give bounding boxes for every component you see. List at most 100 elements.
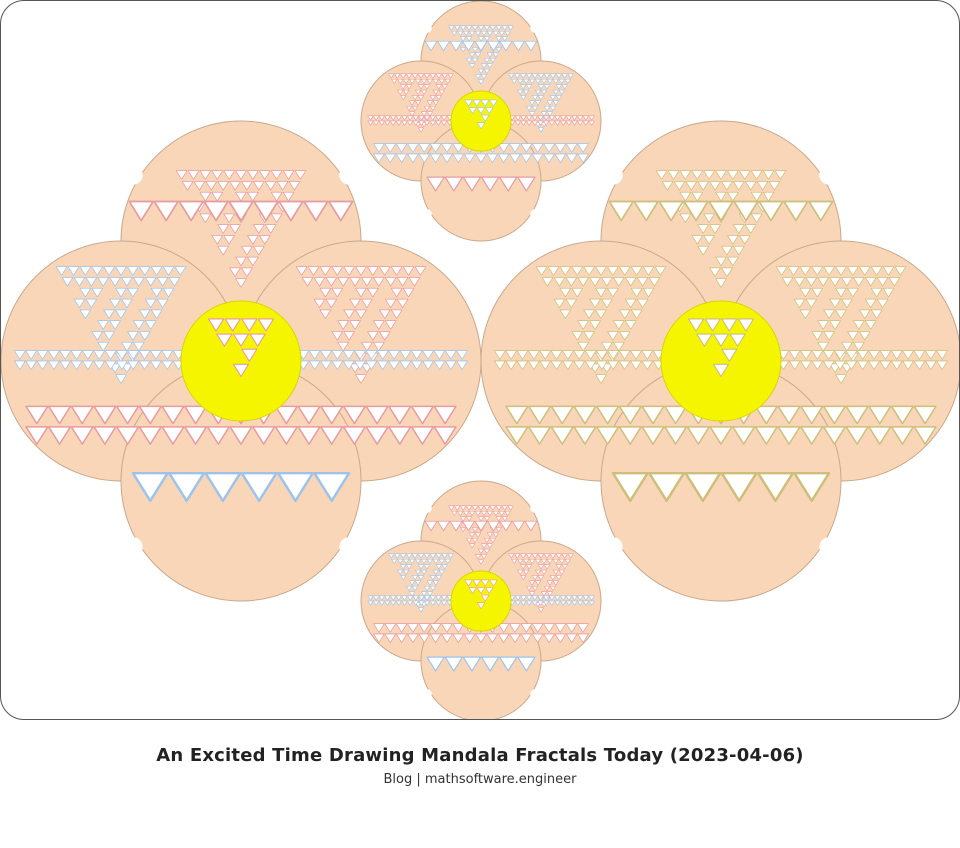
triangle-cutout (162, 266, 175, 276)
triangle-cutout (104, 360, 117, 370)
triangle-cutout (715, 256, 727, 267)
triangle-cutout (478, 548, 484, 554)
triangle-cutout (535, 89, 542, 95)
triangle-cutout (552, 558, 559, 564)
triangle-cutout (520, 553, 527, 559)
triangle-cutout (618, 426, 642, 445)
triangle-cutout (365, 426, 389, 445)
triangle-cutout (401, 595, 408, 601)
triangle-cutout (535, 78, 542, 84)
triangle-cutout (560, 600, 567, 606)
triangle-cutout (480, 176, 500, 192)
triangle-cutout (138, 266, 151, 276)
triangle-cutout (79, 309, 92, 319)
triangle-cutout (67, 266, 80, 276)
triangle-cutout (531, 600, 538, 606)
triangle-cutout (252, 426, 276, 445)
triangle-cutout (582, 595, 589, 601)
triangle-cutout (845, 360, 858, 370)
triangle-cutout (577, 623, 589, 633)
triangle-cutout (355, 287, 367, 298)
triangle-cutout (127, 331, 139, 341)
triangle-cutout (704, 318, 721, 332)
triangle-cutout (367, 115, 374, 121)
triangle-cutout (438, 78, 445, 84)
triangle-cutout (573, 405, 597, 425)
triangle-cutout (325, 298, 338, 309)
triangle-cutout (103, 331, 115, 341)
triangle-cutout (156, 277, 169, 287)
triangle-cutout (565, 633, 578, 643)
triangle-cutout (543, 553, 550, 559)
triangle-cutout (565, 600, 572, 606)
triangle-cutout (109, 277, 121, 287)
triangle-cutout (418, 607, 424, 613)
triangle-cutout (282, 170, 295, 180)
triangle-cutout (520, 143, 533, 153)
triangle-cutout (138, 309, 151, 319)
triangle-cutout (528, 405, 552, 425)
triangle-cutout (367, 266, 379, 276)
triangle-cutout (571, 115, 578, 121)
triangle-cutout (507, 25, 514, 31)
triangle-cutout (526, 553, 533, 559)
triangle-cutout (216, 333, 233, 347)
triangle-cutout (472, 25, 479, 31)
triangle-cutout (485, 587, 494, 594)
triangle-cutout (325, 277, 338, 287)
triangle-cutout (406, 105, 413, 111)
triangle-cutout (532, 95, 539, 101)
triangle-cutout (489, 99, 498, 107)
triangle-cutout (241, 181, 253, 191)
triangle-cutout (520, 84, 527, 90)
triangle-cutout (373, 633, 385, 643)
triangle-cutout (607, 350, 620, 360)
triangle-cutout (270, 191, 283, 202)
triangle-cutout (799, 309, 812, 319)
triangle-cutout (543, 153, 555, 163)
edge-notch (819, 165, 839, 185)
triangle-cutout (737, 318, 755, 332)
triangle-cutout (573, 350, 586, 360)
triangle-cutout (523, 78, 530, 84)
triangle-cutout (480, 74, 487, 80)
triangle-cutout (433, 350, 446, 360)
triangle-cutout (420, 569, 427, 575)
triangle-cutout (365, 405, 389, 425)
edge-notch (530, 503, 540, 513)
triangle-cutout (373, 320, 385, 330)
triangle-cutout (475, 153, 487, 163)
triangle-cutout (463, 510, 470, 516)
triangle-cutout (378, 120, 385, 126)
triangle-cutout (565, 623, 578, 633)
triangle-cutout (834, 360, 846, 370)
triangle-cutout (524, 520, 538, 532)
triangle-cutout (249, 333, 266, 347)
triangle-cutout (424, 600, 431, 606)
triangle-cutout (394, 553, 401, 559)
triangle-cutout (845, 350, 858, 360)
triangle-cutout (913, 350, 926, 360)
triangle-cutout (539, 350, 552, 360)
triangle-cutout (913, 360, 926, 370)
triangle-cutout (313, 277, 326, 287)
triangle-cutout (320, 405, 344, 425)
edge-notch (123, 537, 143, 557)
triangle-cutout (729, 333, 746, 347)
triangle-cutout (481, 579, 490, 587)
triangle-cutout (567, 73, 574, 79)
triangle-cutout (648, 277, 661, 287)
triangle-cutout (517, 569, 524, 575)
triangle-cutout (517, 656, 536, 672)
triangle-cutout (555, 84, 562, 90)
triangle-cutout (516, 350, 529, 360)
triangle-cutout (475, 633, 487, 643)
triangle-cutout (454, 25, 461, 31)
triangle-cutout (783, 200, 809, 222)
triangle-cutout (394, 73, 401, 79)
triangle-cutout (418, 73, 424, 79)
triangle-cutout (571, 266, 584, 276)
triangle-cutout (418, 600, 425, 606)
triangle-cutout (320, 360, 332, 370)
triangle-cutout (378, 115, 385, 121)
